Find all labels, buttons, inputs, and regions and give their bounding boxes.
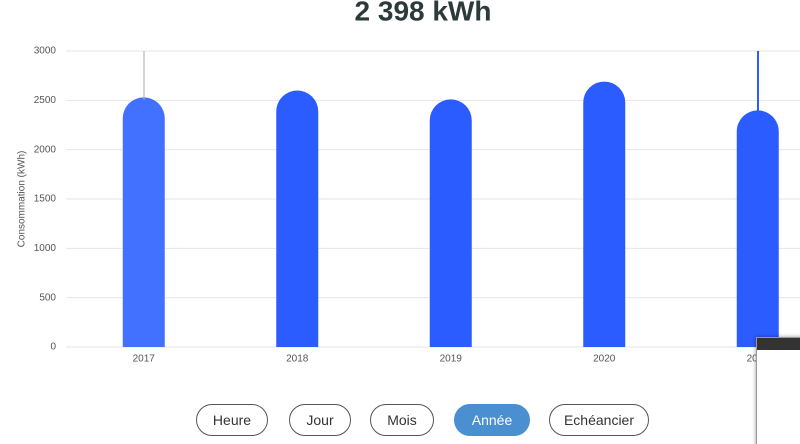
- bar: [429, 99, 472, 347]
- y-tick-label: 1000: [34, 243, 57, 254]
- period-button[interactable]: Jour: [289, 404, 351, 436]
- bar: [122, 97, 165, 347]
- y-tick-label: 1500: [34, 194, 57, 205]
- thumbnail-overlay: [756, 337, 800, 444]
- period-button[interactable]: Heure: [196, 404, 268, 436]
- y-tick-label: 0: [50, 342, 56, 353]
- x-tick-label: 2017: [133, 354, 156, 365]
- period-button[interactable]: Echéancier: [549, 404, 649, 436]
- y-tick-label: 3000: [34, 46, 57, 57]
- y-axis-label: Consommation (kWh): [17, 151, 28, 248]
- y-tick-label: 500: [39, 292, 56, 303]
- x-tick-label: 2019: [440, 354, 463, 365]
- bar: [276, 90, 319, 347]
- x-tick-label: 2018: [286, 354, 309, 365]
- bar: [736, 110, 779, 347]
- y-tick-label: 2000: [34, 144, 57, 155]
- period-button[interactable]: Année: [454, 404, 530, 436]
- period-button[interactable]: Mois: [370, 404, 434, 436]
- x-tick-label: 2020: [593, 354, 616, 365]
- headline-value: 2 398 kWh: [355, 0, 492, 26]
- bar: [583, 81, 626, 347]
- y-tick-label: 2500: [34, 95, 57, 106]
